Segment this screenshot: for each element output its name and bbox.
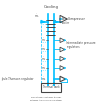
Text: $\dot{m}_4$: $\dot{m}_4$ [41,64,47,72]
Text: Main stream heat-mass transfer: Main stream heat-mass transfer [31,97,61,98]
Text: Thermal tank: Thermal tank [42,85,60,89]
Text: Joule-Thomson regulator: Joule-Thomson regulator [1,77,33,81]
Text: $\dot{m}_0$: $\dot{m}_0$ [34,13,40,20]
Text: After-
cooler: After- cooler [62,17,70,25]
Text: $\dot{m}_5$: $\dot{m}_5$ [41,75,47,83]
Text: Compressor: Compressor [68,17,86,21]
Text: $\dot{m}_1$: $\dot{m}_1$ [41,36,47,44]
Text: Intermediate pressure regulators: Intermediate pressure regulators [66,41,96,49]
Text: $\dot{m}_3$: $\dot{m}_3$ [41,55,47,63]
Text: Cooling: Cooling [43,5,58,9]
Text: between the fluid and cold steam: between the fluid and cold steam [30,100,62,101]
Text: $\dot{m}_2$: $\dot{m}_2$ [41,46,47,53]
Bar [41,83,61,92]
